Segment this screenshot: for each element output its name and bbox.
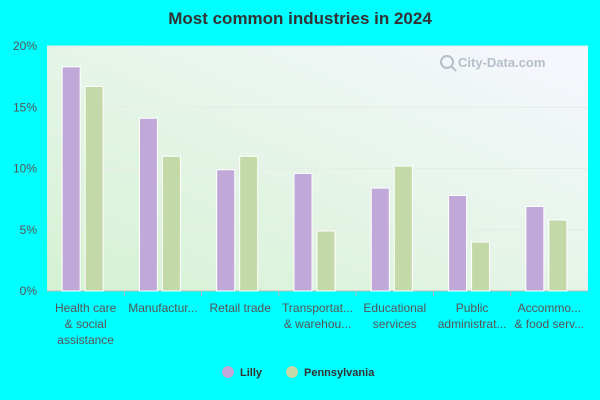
x-category-line: Educational [363, 301, 426, 315]
watermark: City-Data.com [440, 55, 545, 72]
x-category-line: administrat... [438, 317, 507, 331]
x-category-line: Accommo... [518, 301, 581, 315]
x-category-label: Health care & social assistance [55, 301, 117, 347]
x-category-label: Public administrat... [438, 301, 507, 331]
x-category-line: services [373, 317, 417, 331]
bar-lilly-5[interactable] [448, 194, 468, 292]
bar-pennsylvania-3[interactable] [316, 230, 336, 292]
bar-lilly-4[interactable] [370, 187, 390, 292]
bar-lilly-3[interactable] [293, 172, 313, 292]
x-category-line: Transportat... [282, 301, 353, 315]
magnifier-icon [440, 55, 454, 69]
x-category-label: Educational services [363, 301, 426, 331]
magnifier-handle [450, 65, 457, 72]
legend-swatch-pennsylvania [286, 366, 298, 378]
legend-swatch-lilly [222, 366, 234, 378]
bar-pennsylvania-0[interactable] [84, 85, 104, 292]
bar-pennsylvania-2[interactable] [239, 155, 259, 292]
x-category-line: assistance [57, 333, 114, 347]
bar-pennsylvania-4[interactable] [393, 165, 413, 292]
bar-lilly-6[interactable] [525, 205, 545, 292]
x-category-line: & food serv... [514, 317, 584, 331]
bar-pennsylvania-1[interactable] [161, 155, 181, 292]
x-category-line: Health care [55, 301, 117, 315]
legend-label-pennsylvania: Pennsylvania [304, 367, 375, 379]
bar-lilly-0[interactable] [61, 66, 81, 292]
watermark-text: City-Data.com [458, 55, 545, 70]
legend-label-lilly: Lilly [240, 367, 263, 379]
x-category-line: Manufactur... [128, 301, 197, 315]
x-category-line: Retail trade [210, 301, 272, 315]
y-tick-label: 5% [20, 223, 38, 237]
x-category-label: Transportat... & warehou... [282, 301, 353, 331]
chart-title: Most common industries in 2024 [168, 9, 432, 28]
bar-pennsylvania-6[interactable] [548, 219, 568, 292]
x-category-line: & social [65, 317, 107, 331]
x-category-line: Public [456, 301, 489, 315]
x-category-label: Accommo... & food serv... [514, 301, 584, 331]
y-tick-label: 10% [13, 162, 37, 176]
bar-pennsylvania-5[interactable] [471, 241, 491, 292]
y-tick-label: 0% [20, 284, 38, 298]
y-tick-label: 20% [13, 39, 37, 53]
legend: Lilly Pennsylvania [222, 366, 375, 379]
y-tick-label: 15% [13, 100, 37, 114]
bar-lilly-2[interactable] [216, 169, 236, 292]
bar-lilly-1[interactable] [138, 117, 158, 292]
x-category-label: Retail trade [210, 301, 272, 315]
x-category-label: Manufactur... [128, 301, 197, 315]
x-category-line: & warehou... [284, 317, 351, 331]
